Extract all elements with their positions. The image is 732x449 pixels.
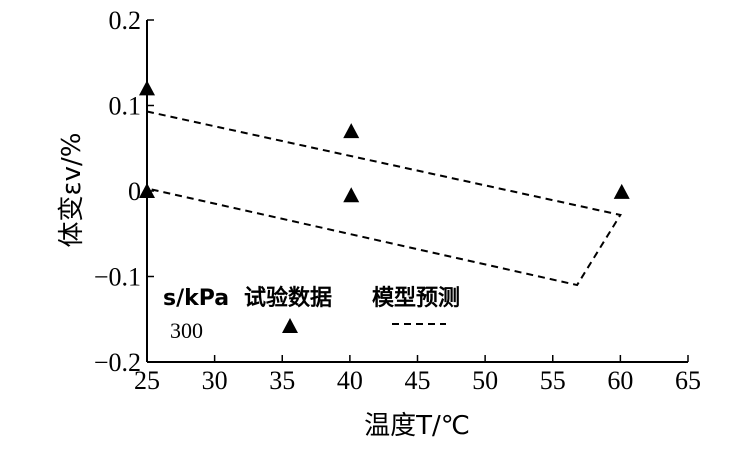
x-tick-label: 35	[269, 366, 295, 395]
legend-triangle-marker	[282, 318, 298, 333]
legend: s/kPa 300 试验数据 模型预测	[163, 285, 460, 343]
data-point	[139, 183, 155, 198]
x-ticks: 25 30 35 40 45 50 55 60 65	[134, 355, 701, 395]
legend-entry-test-data: 试验数据	[244, 285, 332, 311]
data-point	[613, 183, 630, 199]
data-points	[139, 80, 630, 203]
data-point	[343, 123, 360, 139]
y-tick-label: −0.2	[94, 348, 141, 377]
legend-entry-model: 模型预测	[372, 286, 460, 311]
data-point	[343, 187, 360, 203]
data-point	[139, 80, 155, 96]
y-tick-label: 0.2	[109, 6, 142, 35]
y-axis-title: 体变εv/%	[57, 133, 87, 248]
y-tick-label: 0.1	[109, 92, 142, 121]
legend-header-label: s/kPa	[163, 286, 229, 311]
x-tick-label: 60	[607, 366, 633, 395]
model-lines	[146, 110, 622, 287]
legend-s-value: 300	[170, 318, 203, 343]
x-tick-label: 55	[540, 366, 566, 395]
x-tick-label: 25	[134, 366, 160, 395]
y-ticks: −0.2 −0.1 0 0.1 0.2	[94, 6, 154, 377]
model-prediction-line	[146, 110, 622, 287]
x-tick-label: 30	[202, 366, 228, 395]
y-tick-label: −0.1	[94, 263, 141, 292]
x-tick-label: 50	[472, 366, 498, 395]
y-tick-label: 0	[128, 177, 141, 206]
x-tick-label: 65	[675, 366, 701, 395]
x-tick-label: 45	[405, 366, 431, 395]
x-tick-label: 40	[337, 366, 363, 395]
x-axis-title: 温度T/℃	[364, 411, 470, 441]
